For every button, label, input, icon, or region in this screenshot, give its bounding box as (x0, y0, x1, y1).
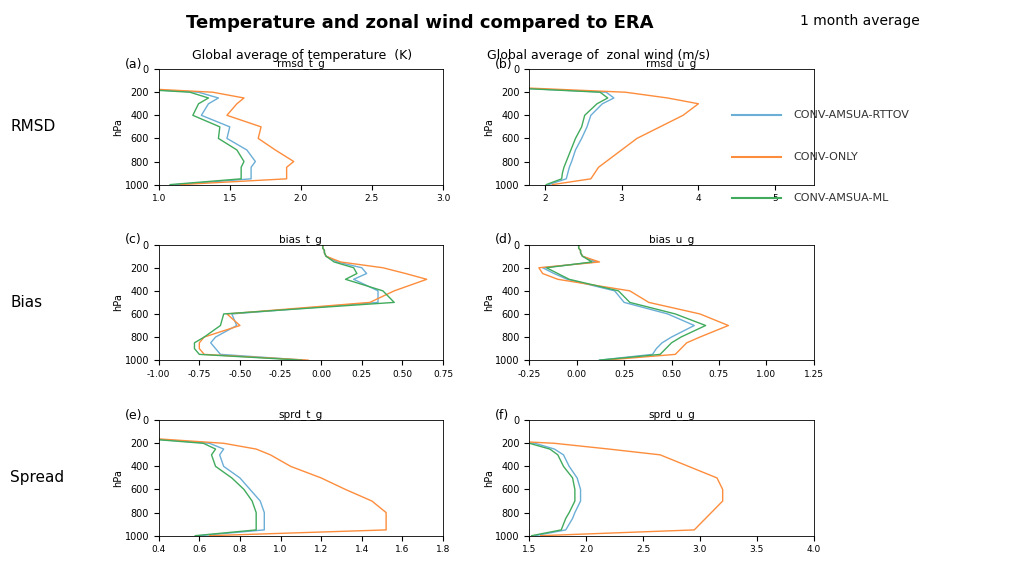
Text: Global average of temperature  (K): Global average of temperature (K) (193, 49, 412, 62)
Title: bias_u_g: bias_u_g (649, 234, 694, 245)
Text: 1 month average: 1 month average (801, 14, 920, 28)
Text: (d): (d) (496, 233, 513, 246)
Title: bias_t_g: bias_t_g (280, 234, 323, 245)
Title: rmsd_u_g: rmsd_u_g (646, 58, 696, 69)
Text: CONV-AMSUA-RTTOV: CONV-AMSUA-RTTOV (794, 110, 909, 120)
Text: Temperature and zonal wind compared to ERA: Temperature and zonal wind compared to E… (186, 14, 653, 32)
Title: sprd_u_g: sprd_u_g (648, 410, 695, 420)
Text: Bias: Bias (10, 295, 42, 310)
Y-axis label: hPa: hPa (483, 469, 494, 487)
Y-axis label: hPa: hPa (113, 118, 123, 136)
Text: Global average of  zonal wind (m/s): Global average of zonal wind (m/s) (487, 49, 711, 62)
Text: (a): (a) (125, 58, 142, 71)
Text: CONV-AMSUA-ML: CONV-AMSUA-ML (794, 193, 889, 203)
Text: Spread: Spread (10, 471, 65, 486)
Text: (b): (b) (496, 58, 513, 71)
Y-axis label: hPa: hPa (113, 293, 123, 312)
Y-axis label: hPa: hPa (113, 469, 123, 487)
Y-axis label: hPa: hPa (483, 293, 494, 312)
Title: sprd_t_g: sprd_t_g (279, 410, 323, 420)
Text: (c): (c) (125, 233, 141, 246)
Text: RMSD: RMSD (10, 119, 55, 134)
Text: CONV-ONLY: CONV-ONLY (794, 151, 858, 162)
Y-axis label: hPa: hPa (483, 118, 494, 136)
Title: rmsd_t_g: rmsd_t_g (276, 58, 325, 69)
Text: (f): (f) (496, 408, 510, 422)
Text: (e): (e) (125, 408, 142, 422)
